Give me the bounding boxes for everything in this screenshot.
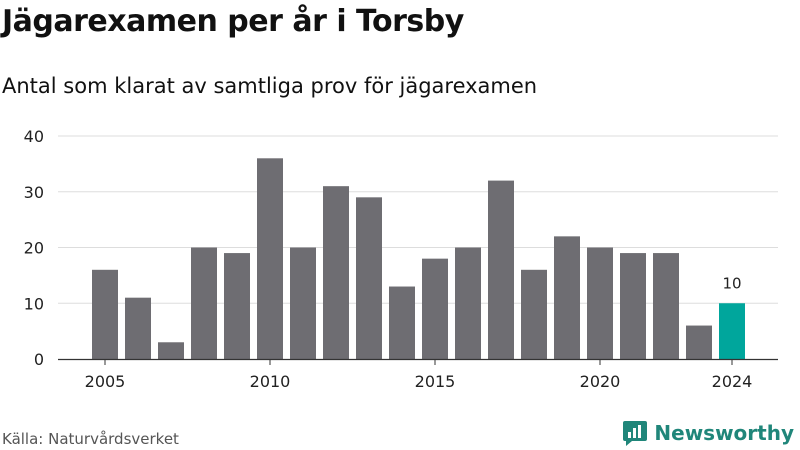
bar-2018 — [521, 269, 547, 359]
bar-2021 — [620, 253, 646, 359]
brand-name: Newsworthy — [654, 421, 794, 445]
bar-2012 — [323, 186, 349, 359]
bar-2007 — [158, 342, 184, 359]
bar-2020 — [587, 247, 613, 359]
x-tick-label-2015: 2015 — [415, 372, 456, 391]
y-tick-label-20: 20 — [24, 239, 44, 258]
bar-2017 — [488, 180, 514, 359]
bar-2023 — [686, 325, 712, 359]
newsworthy-logo-icon — [623, 421, 648, 446]
chart-title: Jägarexamen per år i Torsby — [2, 4, 464, 39]
bar-2016 — [455, 247, 481, 359]
bar-2019 — [554, 236, 580, 359]
chart-subtitle: Antal som klarat av samtliga prov för jä… — [2, 74, 538, 98]
bar-2009 — [224, 253, 250, 359]
y-tick-label-10: 10 — [24, 294, 44, 313]
bar-2013 — [356, 197, 382, 359]
data-labels: 10 — [722, 274, 741, 292]
bar-2024 — [719, 303, 745, 359]
bars — [92, 158, 745, 359]
x-tick-label-2024: 2024 — [712, 372, 753, 391]
source-note: Källa: Naturvårdsverket — [2, 430, 179, 448]
bar-2006 — [125, 297, 151, 359]
axes: 0 10 20 30 40 2005 2010 2015 2020 2024 — [24, 127, 778, 391]
bar-chart: 0 10 20 30 40 2005 2010 2015 2020 2024 10 — [24, 127, 778, 391]
y-tick-label-40: 40 — [24, 127, 44, 146]
y-tick-label-30: 30 — [24, 183, 44, 202]
brand-logo: Newsworthy — [622, 419, 794, 447]
x-tick-label-2010: 2010 — [250, 372, 291, 391]
bar-2015 — [422, 258, 448, 359]
bar-2014 — [389, 286, 415, 359]
bar-2010 — [257, 158, 283, 359]
x-tick-label-2020: 2020 — [580, 372, 621, 391]
data-label-2024: 10 — [722, 274, 741, 292]
x-tick-label-2005: 2005 — [85, 372, 126, 391]
y-tick-label-0: 0 — [34, 350, 44, 369]
bar-2005 — [92, 269, 118, 359]
bar-2022 — [653, 253, 679, 359]
bar-2011 — [290, 247, 316, 359]
bar-2008 — [191, 247, 217, 359]
